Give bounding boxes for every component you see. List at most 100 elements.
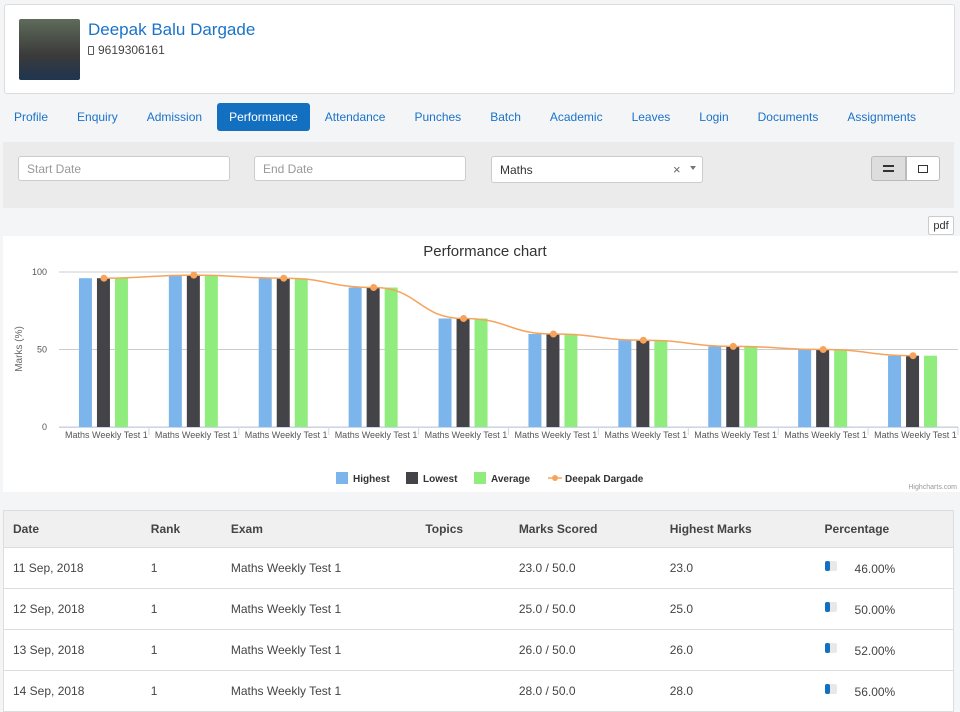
bar bbox=[96, 278, 110, 427]
credit: Highcharts.com bbox=[908, 484, 957, 491]
legend-marker[interactable] bbox=[552, 475, 558, 481]
x-tick-label: Maths Weekly Test 1 bbox=[65, 430, 148, 440]
line-point bbox=[370, 284, 378, 291]
column-header: Highest Marks bbox=[660, 510, 816, 548]
legend-label[interactable]: Deepak Dargade bbox=[565, 474, 644, 485]
cell-date: 11 Sep, 2018 bbox=[3, 547, 142, 589]
cell-rank: 1 bbox=[141, 547, 222, 589]
bar bbox=[114, 278, 128, 427]
bar bbox=[618, 340, 632, 427]
bar bbox=[564, 334, 578, 427]
cell-date: 13 Sep, 2018 bbox=[3, 629, 142, 671]
cell-highest: 28.0 bbox=[660, 670, 816, 712]
bar bbox=[726, 346, 740, 427]
legend-swatch[interactable] bbox=[406, 472, 418, 484]
chart-title: Performance chart bbox=[423, 243, 547, 260]
bar bbox=[384, 287, 398, 427]
legend-label[interactable]: Highest bbox=[353, 474, 390, 485]
line-point bbox=[729, 342, 737, 350]
list-view-button[interactable] bbox=[871, 156, 906, 181]
line-point bbox=[460, 315, 468, 322]
tab[interactable]: Leaves bbox=[631, 110, 671, 124]
legend-swatch[interactable] bbox=[474, 472, 486, 484]
line-point bbox=[280, 274, 288, 282]
tab[interactable]: Documents bbox=[757, 110, 819, 124]
phone: 9619306161 bbox=[98, 43, 165, 57]
bar bbox=[888, 355, 902, 427]
cell-topics bbox=[416, 670, 510, 712]
cell-date: 12 Sep, 2018 bbox=[3, 588, 142, 630]
line-point bbox=[100, 274, 108, 282]
percentage-text: 52.00% bbox=[854, 643, 896, 658]
x-label-box: Maths Weekly Test 1 bbox=[784, 430, 867, 440]
tab[interactable]: Profile bbox=[14, 110, 49, 124]
chart: Performance chart Marks (%) Highcharts.c… bbox=[3, 236, 960, 492]
pdf-button[interactable]: pdf bbox=[928, 216, 954, 235]
bar bbox=[906, 355, 920, 427]
x-tick-label: Maths Weekly Test 1 bbox=[874, 430, 957, 440]
line-point bbox=[639, 336, 647, 344]
start-date[interactable]: Start Date bbox=[18, 156, 230, 181]
tab[interactable]: Enquiry bbox=[77, 110, 118, 124]
cell-exam: Maths Weekly Test 1 bbox=[221, 588, 417, 630]
cell-percentage: 52.00% bbox=[815, 629, 954, 671]
cell-date: 14 Sep, 2018 bbox=[3, 670, 142, 712]
progress-icon bbox=[824, 683, 837, 694]
x-label-box: Maths Weekly Test 1 bbox=[604, 430, 687, 440]
column-header: Exam bbox=[221, 510, 417, 548]
bar bbox=[654, 340, 668, 427]
cell-percentage: 56.00% bbox=[815, 670, 954, 712]
legend-label[interactable]: Lowest bbox=[423, 474, 458, 485]
avatar bbox=[19, 19, 80, 80]
x-tick-label: Maths Weekly Test 1 bbox=[694, 430, 777, 440]
table-row: 13 Sep, 2018 1 Maths Weekly Test 1 26.0 / 5… bbox=[3, 629, 954, 671]
clear-icon[interactable]: × bbox=[673, 162, 681, 177]
bar bbox=[294, 278, 308, 427]
tab[interactable]: Assignments bbox=[847, 110, 917, 124]
column-header: Topics bbox=[416, 510, 510, 548]
bar bbox=[546, 334, 560, 427]
bar bbox=[168, 275, 182, 427]
x-tick-label: Maths Weekly Test 1 bbox=[514, 430, 598, 440]
x-label-box: Maths Weekly Test 1 bbox=[335, 430, 418, 440]
dropdown-arrow[interactable] bbox=[690, 166, 696, 173]
column-header: Date bbox=[3, 510, 142, 548]
cell-rank: 1 bbox=[141, 670, 222, 712]
bar bbox=[348, 287, 362, 427]
cell-exam: Maths Weekly Test 1 bbox=[221, 547, 417, 589]
y-axis-label: Marks (%) bbox=[14, 326, 25, 372]
legend-swatch[interactable] bbox=[336, 472, 348, 484]
column-header: Rank bbox=[141, 510, 222, 548]
grid-view-button[interactable] bbox=[906, 156, 940, 181]
progress-icon bbox=[824, 560, 837, 571]
bar bbox=[438, 318, 452, 427]
cell-marks: 25.0 / 50.0 bbox=[509, 588, 661, 630]
subject-select[interactable]: Maths bbox=[491, 156, 703, 183]
bar bbox=[528, 334, 542, 427]
legend-label[interactable]: Average bbox=[491, 474, 531, 485]
end-date[interactable]: End Date bbox=[254, 156, 466, 181]
cell-percentage: 50.00% bbox=[815, 588, 954, 630]
progress-fill bbox=[824, 560, 830, 571]
tab[interactable]: Attendance bbox=[324, 110, 386, 124]
table-row: 12 Sep, 2018 1 Maths Weekly Test 1 25.0 / 5… bbox=[3, 588, 954, 630]
bar bbox=[366, 287, 380, 427]
cell-highest: 23.0 bbox=[660, 547, 816, 589]
tab[interactable]: Batch bbox=[490, 110, 521, 124]
tab[interactable]: Academic bbox=[549, 110, 603, 124]
bar bbox=[744, 346, 758, 427]
x-label-box: Maths Weekly Test 1 bbox=[694, 430, 777, 440]
tab[interactable]: Performance bbox=[217, 103, 310, 131]
student-name[interactable]: Deepak Balu Dargade bbox=[88, 20, 256, 39]
line-point bbox=[190, 271, 198, 279]
percentage-text: 46.00% bbox=[854, 561, 896, 576]
tab[interactable]: Admission bbox=[146, 110, 203, 124]
column-header: Marks Scored bbox=[509, 510, 661, 548]
percentage-text: 50.00% bbox=[854, 602, 896, 617]
x-tick-label: Maths Weekly Test 1 bbox=[244, 430, 328, 440]
tab[interactable]: Login bbox=[699, 110, 729, 124]
bar bbox=[186, 275, 200, 427]
bar bbox=[276, 278, 290, 427]
bar bbox=[798, 349, 812, 427]
tab[interactable]: Punches bbox=[414, 110, 462, 124]
